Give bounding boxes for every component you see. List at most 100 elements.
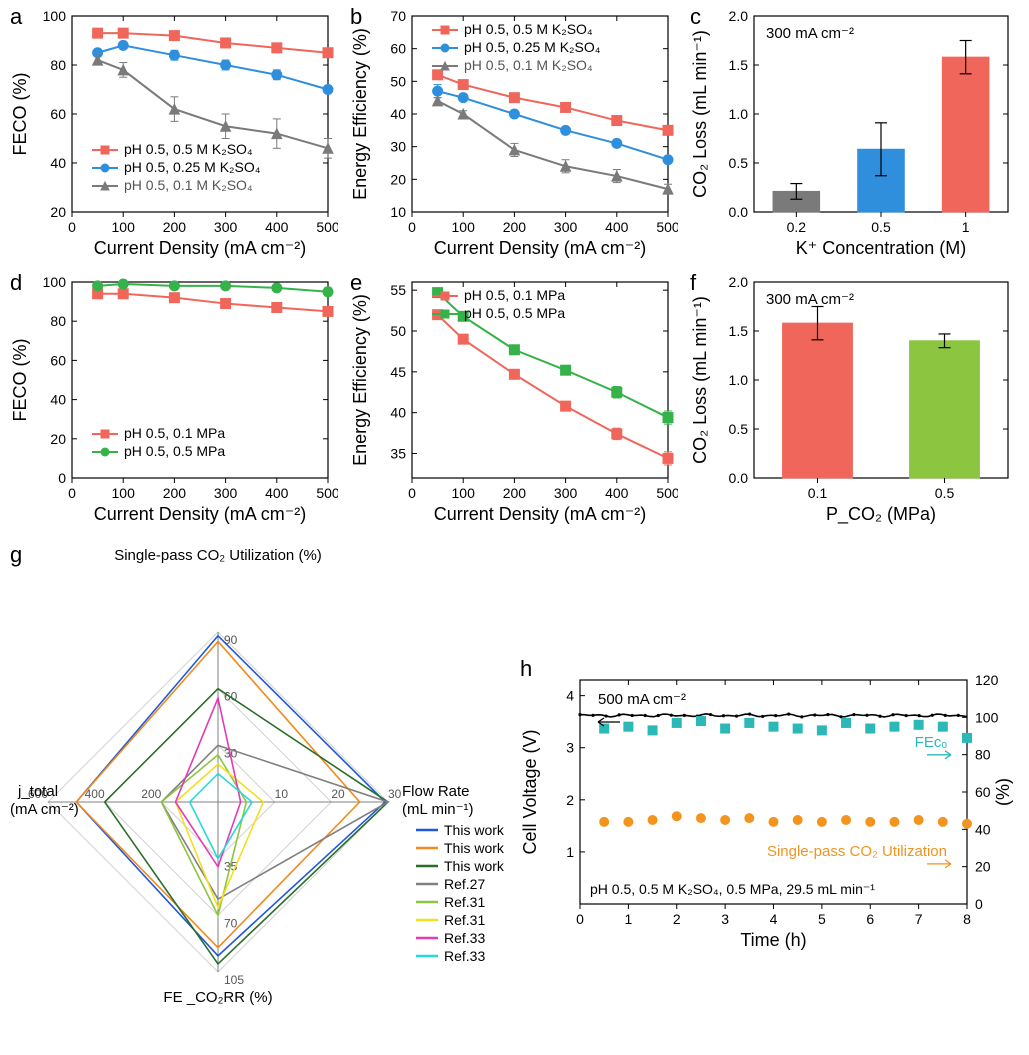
svg-text:pH 0.5, 0.1 MPa: pH 0.5, 0.1 MPa <box>464 287 565 303</box>
svg-text:Current Density (mA cm⁻²): Current Density (mA cm⁻²) <box>434 504 647 524</box>
svg-text:500: 500 <box>656 485 678 501</box>
svg-text:0: 0 <box>576 911 584 927</box>
svg-text:100: 100 <box>43 274 67 290</box>
svg-text:Current Density (mA cm⁻²): Current Density (mA cm⁻²) <box>434 238 647 258</box>
svg-text:2.0: 2.0 <box>729 274 749 290</box>
svg-text:300: 300 <box>214 485 238 501</box>
svg-text:55: 55 <box>390 282 406 298</box>
svg-text:0.5: 0.5 <box>729 421 749 437</box>
svg-text:0.5: 0.5 <box>729 155 749 171</box>
svg-text:0: 0 <box>408 485 416 501</box>
svg-text:0.1: 0.1 <box>808 485 828 501</box>
svg-text:0: 0 <box>408 219 416 235</box>
svg-text:70: 70 <box>390 8 406 24</box>
svg-text:(mL min⁻¹): (mL min⁻¹) <box>402 801 474 818</box>
svg-text:Ref.27: Ref.27 <box>444 876 485 892</box>
svg-text:6: 6 <box>866 911 874 927</box>
svg-text:80: 80 <box>50 313 66 329</box>
svg-text:100: 100 <box>452 485 476 501</box>
svg-text:Single-pass CO₂ Utilization (%: Single-pass CO₂ Utilization (%) <box>114 547 322 564</box>
figure-stage: a010020030040050020406080100Current Dens… <box>0 0 1029 1055</box>
svg-text:a: a <box>10 4 23 29</box>
svg-text:20: 20 <box>50 431 66 447</box>
svg-text:pH 0.5, 0.5 M K₂SO₄, 0.5 MPa,: pH 0.5, 0.5 M K₂SO₄, 0.5 MPa, 29.5 mL mi… <box>590 881 875 897</box>
svg-text:g: g <box>10 542 22 567</box>
panel-h: h0123456781234020406080100120Time (h)Cel… <box>518 656 1023 956</box>
svg-text:300 mA cm⁻²: 300 mA cm⁻² <box>766 25 854 42</box>
panel-a: a010020030040050020406080100Current Dens… <box>8 4 338 264</box>
svg-text:P_CO₂ (MPa): P_CO₂ (MPa) <box>826 504 936 525</box>
svg-text:20: 20 <box>331 787 345 801</box>
panel-c: c0.00.51.01.52.00.20.51K⁺ Concentration … <box>688 4 1018 264</box>
svg-text:5: 5 <box>818 911 826 927</box>
svg-text:60: 60 <box>390 41 406 57</box>
svg-text:This work: This work <box>444 840 505 856</box>
svg-text:0: 0 <box>58 470 66 486</box>
svg-text:Current Density (mA cm⁻²): Current Density (mA cm⁻²) <box>94 504 307 524</box>
svg-text:CO₂ Loss (mL min⁻¹): CO₂ Loss (mL min⁻¹) <box>690 296 710 464</box>
svg-text:70: 70 <box>224 916 238 930</box>
svg-text:100: 100 <box>112 219 136 235</box>
panel-d: d0100200300400500020406080100Current Den… <box>8 270 338 530</box>
svg-text:50: 50 <box>390 323 406 339</box>
svg-text:30: 30 <box>388 787 402 801</box>
svg-text:1: 1 <box>962 219 970 235</box>
svg-text:1.0: 1.0 <box>729 372 749 388</box>
svg-text:2.0: 2.0 <box>729 8 749 24</box>
svg-text:h: h <box>520 656 532 681</box>
panel-g: g3060901020303570105200400600Single-pass… <box>8 542 508 1042</box>
svg-text:Energy Efficiency (%): Energy Efficiency (%) <box>350 294 370 466</box>
svg-text:60: 60 <box>975 784 991 800</box>
svg-text:pH 0.5, 0.5 M K₂SO₄: pH 0.5, 0.5 M K₂SO₄ <box>124 141 253 157</box>
svg-text:1: 1 <box>624 911 632 927</box>
svg-text:FECO (%): FECO (%) <box>10 73 30 156</box>
svg-text:This work: This work <box>444 858 505 874</box>
svg-text:This work: This work <box>444 822 505 838</box>
svg-text:pH 0.5, 0.1 M K₂SO₄: pH 0.5, 0.1 M K₂SO₄ <box>124 177 253 193</box>
svg-text:40: 40 <box>50 155 66 171</box>
svg-text:3: 3 <box>721 911 729 927</box>
svg-text:Energy Efficiency (%): Energy Efficiency (%) <box>350 28 370 200</box>
svg-text:1: 1 <box>566 844 574 860</box>
svg-text:FE _CO₂RR (%): FE _CO₂RR (%) <box>163 989 272 1006</box>
svg-text:105: 105 <box>224 973 244 987</box>
svg-text:c: c <box>690 4 701 29</box>
svg-text:1.5: 1.5 <box>729 323 749 339</box>
svg-text:Ref.31: Ref.31 <box>444 912 485 928</box>
svg-text:20: 20 <box>50 204 66 220</box>
svg-text:60: 60 <box>50 106 66 122</box>
panel-f: f0.00.51.01.52.00.10.5P_CO₂ (MPa)CO₂ Los… <box>688 270 1018 530</box>
svg-text:500 mA cm⁻²: 500 mA cm⁻² <box>598 691 686 708</box>
svg-text:300: 300 <box>554 485 578 501</box>
svg-text:500: 500 <box>316 219 338 235</box>
svg-text:200: 200 <box>141 787 161 801</box>
svg-text:200: 200 <box>503 485 527 501</box>
svg-text:80: 80 <box>50 57 66 73</box>
svg-text:400: 400 <box>605 219 629 235</box>
svg-text:400: 400 <box>265 219 289 235</box>
svg-text:pH 0.5, 0.1 MPa: pH 0.5, 0.1 MPa <box>124 425 225 441</box>
svg-text:0.0: 0.0 <box>729 204 749 220</box>
svg-text:60: 60 <box>50 352 66 368</box>
svg-text:100: 100 <box>43 8 67 24</box>
svg-text:45: 45 <box>390 364 406 380</box>
svg-text:pH 0.5, 0.5 MPa: pH 0.5, 0.5 MPa <box>464 305 565 321</box>
svg-text:2: 2 <box>673 911 681 927</box>
svg-text:0: 0 <box>68 485 76 501</box>
svg-text:7: 7 <box>915 911 923 927</box>
svg-text:0.5: 0.5 <box>871 219 891 235</box>
svg-text:Single-pass CO₂ Utilization: Single-pass CO₂ Utilization <box>767 843 947 860</box>
svg-text:40: 40 <box>50 392 66 408</box>
svg-text:8: 8 <box>963 911 971 927</box>
svg-text:(mA cm⁻²): (mA cm⁻²) <box>10 801 79 818</box>
svg-text:300: 300 <box>554 219 578 235</box>
svg-text:100: 100 <box>112 485 136 501</box>
svg-text:pH 0.5, 0.25 M K₂SO₄: pH 0.5, 0.25 M K₂SO₄ <box>124 159 261 175</box>
svg-text:pH 0.5, 0.25 M K₂SO₄: pH 0.5, 0.25 M K₂SO₄ <box>464 39 601 55</box>
svg-text:Ref.33: Ref.33 <box>444 948 485 964</box>
svg-text:d: d <box>10 270 22 295</box>
svg-text:K⁺ Concentration (M): K⁺ Concentration (M) <box>796 238 967 258</box>
svg-text:400: 400 <box>265 485 289 501</box>
svg-text:20: 20 <box>390 171 406 187</box>
svg-text:4: 4 <box>770 911 778 927</box>
